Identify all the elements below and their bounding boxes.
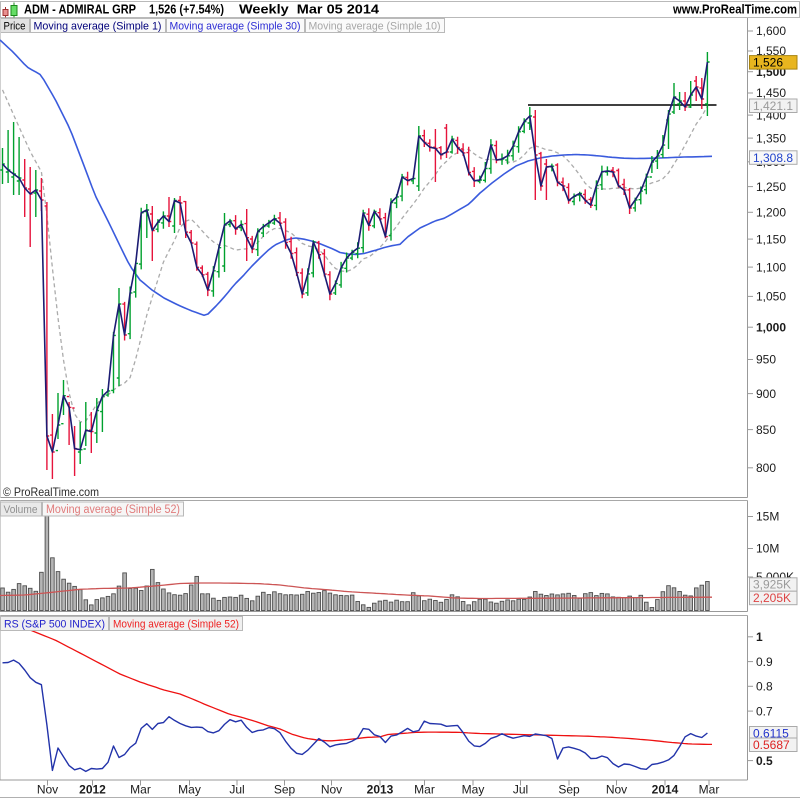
svg-text:0.8: 0.8 bbox=[756, 680, 773, 694]
svg-text:Jul: Jul bbox=[513, 783, 528, 797]
svg-text:Nov: Nov bbox=[606, 783, 627, 797]
svg-text:0.9: 0.9 bbox=[756, 655, 773, 669]
svg-text:Price: Price bbox=[4, 21, 26, 33]
svg-text:May: May bbox=[462, 783, 485, 797]
svg-text:1,050: 1,050 bbox=[756, 290, 786, 304]
svg-text:RS (S&P 500 INDEX): RS (S&P 500 INDEX) bbox=[4, 619, 105, 631]
svg-text:0.5: 0.5 bbox=[756, 754, 773, 768]
svg-text:1,421.1: 1,421.1 bbox=[753, 99, 793, 113]
svg-text:Moving average (Simple 10): Moving average (Simple 10) bbox=[309, 21, 441, 33]
svg-text:Moving average (Simple 52): Moving average (Simple 52) bbox=[46, 504, 180, 516]
svg-text:ADM - ADMIRAL GRP: ADM - ADMIRAL GRP bbox=[24, 3, 136, 17]
svg-text:© ProRealTime.com: © ProRealTime.com bbox=[3, 485, 99, 499]
svg-text:Mar: Mar bbox=[699, 783, 720, 797]
svg-text:950: 950 bbox=[756, 353, 776, 367]
svg-text:2012: 2012 bbox=[79, 783, 106, 797]
svg-text:0.5687: 0.5687 bbox=[753, 738, 790, 752]
svg-text:1,550: 1,550 bbox=[756, 44, 786, 58]
svg-text:1,100: 1,100 bbox=[756, 260, 786, 274]
svg-text:0.7: 0.7 bbox=[756, 704, 773, 718]
svg-text:Nov: Nov bbox=[37, 783, 58, 797]
svg-text:Sep: Sep bbox=[274, 783, 296, 797]
svg-text:1,150: 1,150 bbox=[756, 232, 786, 246]
svg-text:Mar: Mar bbox=[414, 783, 435, 797]
svg-text:1,250: 1,250 bbox=[756, 180, 786, 194]
svg-text:3,925K: 3,925K bbox=[753, 578, 791, 592]
svg-text:1,450: 1,450 bbox=[756, 86, 786, 100]
svg-text:1,308.8: 1,308.8 bbox=[753, 151, 793, 165]
svg-text:Jul: Jul bbox=[229, 783, 244, 797]
svg-text:900: 900 bbox=[756, 387, 776, 401]
svg-text:15M: 15M bbox=[756, 510, 779, 524]
svg-text:Weekly Mar 05 2014: Weekly Mar 05 2014 bbox=[239, 3, 379, 17]
svg-text:Moving average (Simple 30): Moving average (Simple 30) bbox=[170, 21, 301, 33]
svg-text:0.6115: 0.6115 bbox=[753, 726, 789, 740]
svg-text:2014: 2014 bbox=[652, 783, 679, 797]
svg-text:Sep: Sep bbox=[558, 783, 580, 797]
svg-text:www.ProRealTime.com: www.ProRealTime.com bbox=[672, 3, 797, 17]
svg-text:1,600: 1,600 bbox=[756, 24, 786, 38]
svg-text:Nov: Nov bbox=[321, 783, 342, 797]
svg-text:1,200: 1,200 bbox=[756, 206, 786, 220]
svg-text:10M: 10M bbox=[756, 542, 779, 556]
svg-text:1,000: 1,000 bbox=[756, 320, 786, 334]
svg-text:800: 800 bbox=[756, 461, 776, 475]
svg-text:May: May bbox=[178, 783, 201, 797]
svg-text:1,526: 1,526 bbox=[753, 56, 783, 70]
svg-text:Volume: Volume bbox=[4, 504, 38, 516]
svg-text:1: 1 bbox=[756, 630, 763, 644]
svg-text:2,205K: 2,205K bbox=[753, 591, 791, 605]
svg-text:1,526 (+7.54%): 1,526 (+7.54%) bbox=[149, 3, 224, 17]
svg-text:2013: 2013 bbox=[367, 783, 394, 797]
svg-text:Moving average (Simple 1): Moving average (Simple 1) bbox=[34, 21, 162, 33]
svg-text:Mar: Mar bbox=[130, 783, 151, 797]
svg-text:Moving average (Simple 52): Moving average (Simple 52) bbox=[113, 619, 239, 631]
svg-text:1,350: 1,350 bbox=[756, 131, 786, 145]
svg-text:850: 850 bbox=[756, 423, 776, 437]
